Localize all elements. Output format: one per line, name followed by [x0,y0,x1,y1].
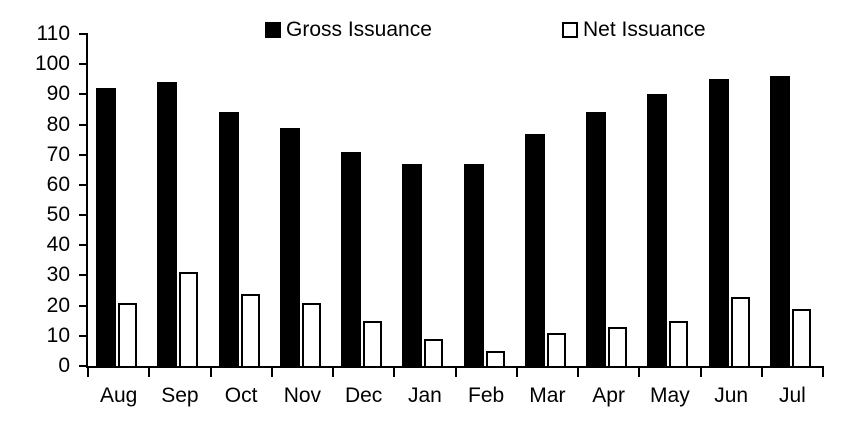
x-axis-label-may: May [650,384,690,407]
y-axis-tick-label: 30 [46,263,70,287]
y-axis-tick-label: 0 [58,354,70,377]
y-axis-tick-label: 50 [46,203,70,227]
y-axis-tick [79,244,88,247]
legend-item-net-issuance: Net Issuance [562,18,706,41]
x-axis-tick [515,366,518,377]
y-axis-tick-label: 80 [46,112,70,136]
y-axis-tick [79,365,88,367]
x-axis-label-jan: Jan [407,384,442,407]
legend-label-net-issuance: Net Issuance [583,18,706,41]
x-axis-label-nov: Nov [283,384,322,407]
net-issuance-swatch-icon [562,22,578,38]
bar-net-issuance-dec [363,320,382,368]
legend-label-gross-issuance: Gross Issuance [286,18,432,41]
bar-gross-issuance-jun [708,79,729,368]
bar-gross-issuance-mar [524,133,545,368]
y-axis-tick-label: 10 [46,323,70,347]
x-axis-label-jul: Jul [778,384,806,407]
x-axis-label-mar: Mar [529,384,566,407]
y-axis-tick [79,33,88,35]
x-axis-label-dec: Dec [344,384,383,407]
x-axis-tick [638,366,641,377]
y-axis-tick [79,214,88,217]
bar-gross-issuance-apr [586,112,606,368]
y-axis-tick-label: 100 [34,52,70,76]
y-axis-tick [79,304,88,307]
bar-net-issuance-jan [424,338,444,368]
bar-net-issuance-aug [118,302,137,368]
bar-gross-issuance-jul [769,76,790,368]
bar-net-issuance-nov [301,302,321,368]
y-axis-tick-label: 110 [36,22,70,45]
y-axis-tick [79,93,88,96]
y-axis-tick-label: 20 [46,293,70,317]
x-axis-label-apr: Apr [592,384,625,407]
x-axis-tick [270,366,273,377]
x-axis-label-sep: Sep [161,384,199,407]
bar-gross-issuance-jan [402,163,423,368]
y-axis-line [86,34,88,368]
y-axis-tick-label: 40 [46,233,70,257]
x-axis-tick [454,366,457,377]
bar-gross-issuance-sep [157,82,178,368]
bar-net-issuance-may [669,320,689,368]
y-axis-tick [79,123,88,126]
bar-gross-issuance-dec [341,151,361,368]
bar-net-issuance-apr [608,326,627,368]
x-axis-label-jun: Jun [714,384,749,407]
bar-net-issuance-oct [240,293,260,368]
x-axis-tick [699,366,702,377]
x-axis-tick [577,366,579,377]
x-axis-tick [760,366,763,377]
bar-gross-issuance-feb [463,163,484,368]
y-axis-tick [79,153,88,156]
bar-net-issuance-jun [730,296,750,368]
x-axis-tick [332,366,334,377]
bar-net-issuance-jul [791,308,811,368]
y-axis-tick [79,274,88,277]
legend-item-gross-issuance: Gross Issuance [265,18,432,41]
x-axis-tick [87,366,89,377]
x-axis-tick [393,366,396,377]
y-axis-tick-label: 90 [46,82,70,106]
bar-net-issuance-sep [179,272,199,368]
bar-net-issuance-mar [546,332,566,368]
y-axis-tick-label: 60 [46,172,70,196]
bar-net-issuance-feb [485,350,505,368]
y-axis-tick [79,334,88,337]
x-axis-tick [148,366,151,377]
y-axis-tick [79,183,88,186]
x-axis-tick [822,366,824,377]
gross-issuance-swatch-icon [265,22,281,38]
x-axis-label-feb: Feb [468,384,505,407]
y-axis-tick [79,63,88,66]
bar-gross-issuance-may [647,94,668,368]
y-axis-tick-label: 70 [46,142,70,166]
x-axis-label-oct: Oct [224,384,258,407]
bar-gross-issuance-oct [218,112,239,368]
x-axis-label-aug: Aug [99,384,138,407]
x-axis-tick [209,366,212,377]
bar-gross-issuance-nov [279,127,300,368]
bar-gross-issuance-aug [96,88,116,368]
